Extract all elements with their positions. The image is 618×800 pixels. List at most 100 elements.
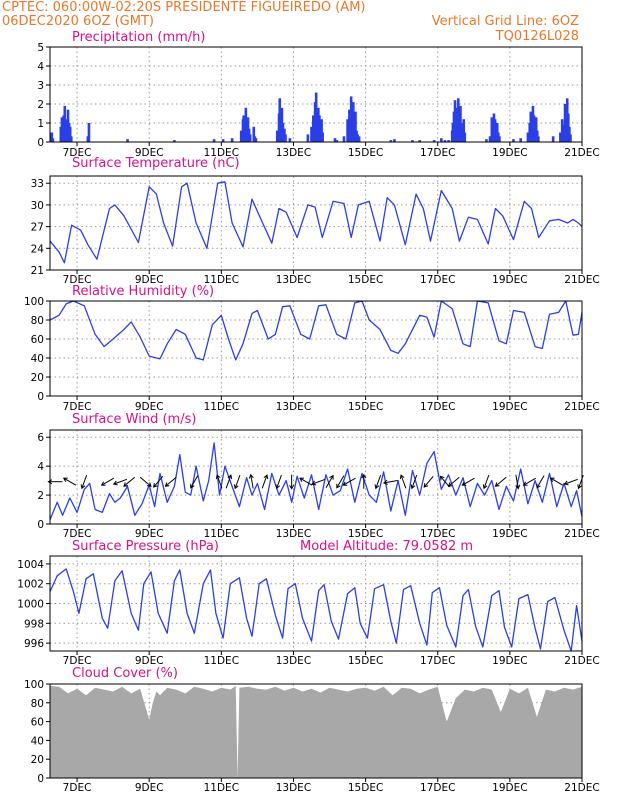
wind-arrow bbox=[515, 474, 521, 490]
x-tick-label: 15DEC bbox=[348, 147, 383, 159]
panel-frame bbox=[49, 300, 583, 397]
y-tick-label: 60 bbox=[31, 334, 44, 346]
x-tick-label: 13DEC bbox=[276, 274, 311, 286]
wind-arrow-shaft bbox=[483, 474, 490, 489]
precip-bar bbox=[306, 134, 310, 142]
precip-bar bbox=[463, 132, 467, 142]
x-tick-label: 7DEC bbox=[63, 401, 92, 413]
wind-arrow-shaft bbox=[383, 479, 398, 484]
precip-bar bbox=[526, 132, 530, 142]
wind-arrow-shaft bbox=[311, 478, 326, 485]
wind-arrow-head bbox=[536, 483, 541, 489]
precip-bar bbox=[284, 134, 287, 142]
panel-title: Surface Pressure (hPa) bbox=[72, 539, 219, 554]
wind-arrow-head bbox=[80, 484, 86, 490]
wind-arrow-head bbox=[361, 473, 367, 479]
precip-bar bbox=[393, 139, 396, 142]
precip-bar bbox=[68, 126, 72, 142]
wind-arrow bbox=[289, 474, 295, 490]
wind-arrow-head bbox=[112, 480, 118, 486]
precip-bar bbox=[173, 140, 176, 142]
wind-arrow-shaft bbox=[101, 477, 115, 486]
wind-arrow-head bbox=[461, 481, 467, 486]
x-tick-label: 17DEC bbox=[420, 528, 455, 540]
y-tick-label: 60 bbox=[31, 717, 44, 729]
wind-arrow-shaft bbox=[536, 475, 545, 489]
x-tick-label: 9DEC bbox=[135, 655, 164, 667]
precip-bar bbox=[69, 136, 73, 142]
wind-arrow-shaft bbox=[343, 477, 356, 486]
x-tick-label: 9DEC bbox=[135, 528, 164, 540]
precip-bar bbox=[485, 139, 488, 142]
wind-arrow bbox=[494, 476, 507, 487]
y-tick-label: 1002 bbox=[17, 579, 44, 591]
x-tick-label: 17DEC bbox=[420, 655, 455, 667]
x-tick-label: 15DEC bbox=[348, 401, 383, 413]
wind-arrow-shaft bbox=[276, 474, 282, 489]
wind-arrow-head bbox=[62, 477, 68, 482]
precip-bar bbox=[551, 136, 555, 142]
series-line bbox=[49, 300, 583, 361]
header-station: CPTEC: 060:00W-02:20S PRESIDENTE FIGUEIR… bbox=[2, 0, 366, 15]
y-tick-label: 30 bbox=[31, 200, 44, 212]
precip-bar bbox=[443, 140, 447, 142]
wind-arrow-head bbox=[123, 482, 129, 487]
precip-bar bbox=[432, 140, 436, 142]
wind-arrow-shaft bbox=[336, 475, 345, 489]
precip-bar bbox=[462, 119, 465, 142]
wind-arrow-shaft bbox=[550, 477, 564, 486]
y-tick-label: 0 bbox=[37, 391, 44, 403]
wind-arrow-shaft bbox=[448, 476, 460, 487]
wind-arrow-shaft bbox=[250, 474, 254, 489]
precip-bar bbox=[50, 132, 54, 142]
y-tick-label: 20 bbox=[31, 754, 44, 766]
header-run-time: 06DEC2020 6OZ (GMT) bbox=[2, 14, 154, 29]
y-tick-label: 1004 bbox=[17, 559, 44, 571]
x-tick-label: 17DEC bbox=[420, 274, 455, 286]
x-tick-label: 19DEC bbox=[492, 782, 527, 794]
x-tick-label: 15DEC bbox=[348, 528, 383, 540]
y-tick-label: 24 bbox=[31, 243, 45, 255]
precip-bar bbox=[348, 109, 351, 142]
y-tick-label: 21 bbox=[31, 265, 44, 277]
x-tick-label: 17DEC bbox=[420, 782, 455, 794]
precip-bar bbox=[288, 138, 292, 142]
y-tick-label: 2 bbox=[37, 490, 44, 502]
wind-arrow-shaft bbox=[423, 476, 434, 488]
precip-bar bbox=[248, 134, 252, 142]
wind-arrow-head bbox=[549, 477, 555, 482]
x-tick-label: 15DEC bbox=[348, 782, 383, 794]
precip-bar bbox=[512, 139, 515, 142]
cloud-area bbox=[50, 685, 582, 778]
y-tick-label: 996 bbox=[24, 638, 44, 650]
panel-2: 0 20 40 60 80 100 7DEC 9DEC 11DEC 13DEC 15DEC 17DEC… bbox=[24, 284, 600, 413]
panel-5: 0 20 40 60 80 100 7DEC 9DEC 11DEC 13DEC 15DEC 17DEC… bbox=[24, 666, 600, 794]
precip-bar bbox=[342, 136, 346, 142]
y-tick-label: 5 bbox=[37, 42, 44, 54]
wind-arrow-head bbox=[374, 484, 380, 490]
precip-bar bbox=[389, 140, 393, 142]
wind-arrow-shaft bbox=[153, 476, 164, 488]
precip-bar bbox=[51, 138, 55, 142]
wind-arrow-head bbox=[410, 484, 416, 490]
wind-arrow-head bbox=[47, 479, 53, 485]
panel-title: Precipitation (mm/h) bbox=[72, 30, 205, 45]
header-grid-note: Vertical Grid Line: 6OZ bbox=[432, 14, 579, 29]
y-tick-label: 1 bbox=[37, 118, 44, 130]
precip-bar bbox=[346, 119, 349, 142]
y-tick-label: 4 bbox=[37, 461, 44, 473]
wind-arrow bbox=[164, 476, 177, 487]
wind-arrow-shaft bbox=[113, 478, 128, 485]
wind-arrow bbox=[153, 476, 164, 488]
precip-bar bbox=[560, 119, 564, 142]
y-tick-label: 40 bbox=[31, 735, 44, 747]
wind-arrow-head bbox=[522, 481, 528, 486]
panel-frame bbox=[49, 175, 583, 271]
y-tick-label: 80 bbox=[31, 698, 44, 710]
wind-arrow-head bbox=[399, 474, 405, 480]
panel-title: Relative Humidity (%) bbox=[72, 284, 214, 299]
y-tick-label: 27 bbox=[31, 222, 44, 234]
precip-bar bbox=[254, 138, 258, 142]
x-tick-label: 13DEC bbox=[276, 528, 311, 540]
